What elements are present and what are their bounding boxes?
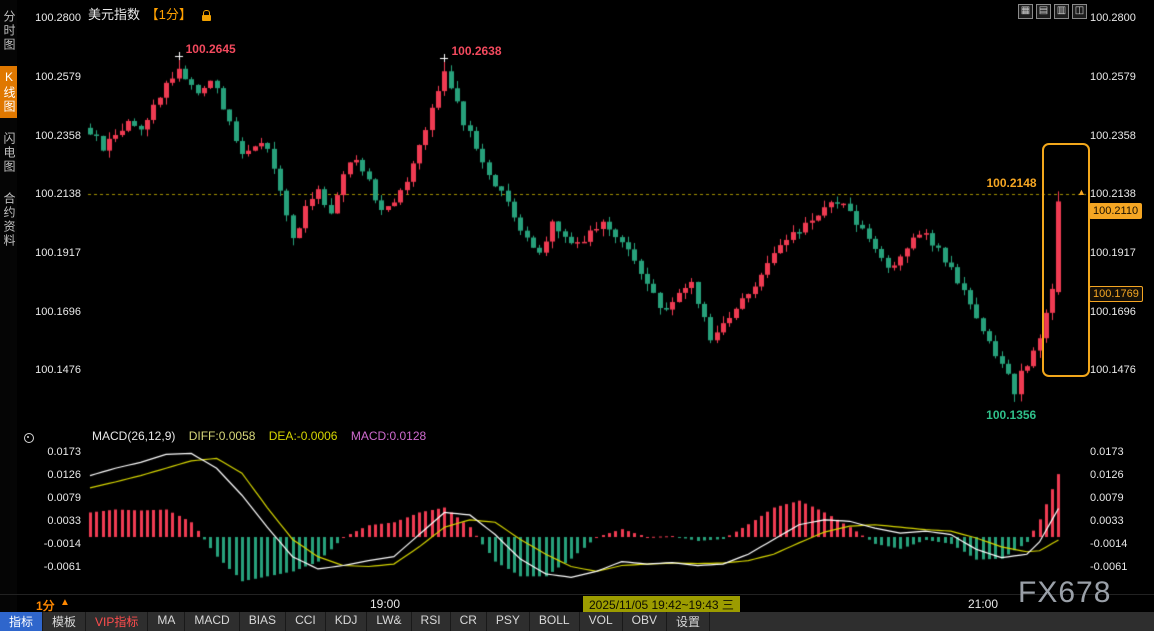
- open-price-tag: 100.1769: [1089, 286, 1143, 303]
- time-mark: 19:00: [370, 597, 401, 611]
- interval-selector[interactable]: 1分: [36, 599, 55, 613]
- macd-dea-value: DEA:-0.0006: [268, 429, 338, 443]
- macd-macd-value: MACD:0.0128: [350, 429, 427, 443]
- indicator-toolbar: 指标 模板 VIP指标 MA MACD BIAS CCI KDJ LW& RSI CR PSY BOLL…: [0, 612, 1154, 631]
- fx678-watermark: FX678: [1018, 576, 1112, 609]
- toolbar-tab-0[interactable]: 指标: [0, 612, 44, 631]
- annotation-peak2-price: 100.2638: [451, 44, 502, 59]
- annotation-session-high-price: 100.2148: [986, 176, 1037, 190]
- last-price-tag: 100.2110: [1089, 203, 1143, 220]
- left-tab-strip: 分时图 K线图 闪电图 合约资料: [0, 0, 17, 631]
- chart-header: 美元指数 【1分】: [88, 4, 211, 23]
- toolbar-tab-15[interactable]: 设置: [667, 612, 710, 631]
- interval-tag: 【1分】: [145, 7, 192, 22]
- recent-candles-highlight-box: [1041, 142, 1090, 377]
- toolbar-tab-9[interactable]: RSI: [412, 612, 451, 631]
- toolbar-tab-3[interactable]: MA: [148, 612, 186, 631]
- window-layout-icons: ▦ ▤ ▥ ◫: [1018, 4, 1087, 19]
- macd-params-label: MACD(26,12,9): [92, 429, 176, 443]
- annotation-peak1-price: 100.2645: [185, 42, 236, 57]
- toolbar-tab-14[interactable]: OBV: [623, 612, 667, 631]
- toolbar-tab-11[interactable]: PSY: [487, 612, 530, 631]
- toolbar-tab-4[interactable]: MACD: [185, 612, 240, 631]
- lock-icon[interactable]: [201, 10, 211, 22]
- sidebar-item-flash-chart[interactable]: 闪电图: [2, 132, 16, 174]
- toolbar-tab-6[interactable]: CCI: [286, 612, 326, 631]
- toolbar-tab-12[interactable]: BOLL: [530, 612, 580, 631]
- layout-grid-icon[interactable]: ▦: [1018, 4, 1033, 19]
- macd-diff-value: DIFF:0.0058: [188, 429, 256, 443]
- toolbar-tab-10[interactable]: CR: [451, 612, 487, 631]
- interval-up-arrow-icon[interactable]: ▲: [60, 597, 70, 608]
- layout-rows-icon[interactable]: ▤: [1036, 4, 1051, 19]
- macd-header: MACD(26,12,9) DIFF:0.0058 DEA:-0.0006 MA…: [92, 429, 436, 443]
- toolbar-tab-7[interactable]: KDJ: [326, 612, 368, 631]
- price-up-arrow-icon: ▲: [1077, 187, 1086, 197]
- time-mark: 21:00: [968, 597, 999, 611]
- toolbar-tab-1[interactable]: 模板: [43, 612, 87, 631]
- toolbar-tab-8[interactable]: LW&: [367, 612, 412, 631]
- crosshair-time-box: 2025/11/05 19:42~19:43 三: [583, 596, 740, 613]
- time-axis-row: 1分 ▲ 19:00 2025/11/05 19:42~19:43 三 21:0…: [0, 594, 1154, 613]
- toolbar-tab-5[interactable]: BIAS: [240, 612, 287, 631]
- sidebar-item-time-chart[interactable]: 分时图: [2, 10, 16, 52]
- indicator-collapse-icon[interactable]: [24, 433, 34, 443]
- symbol-title: 美元指数: [88, 7, 141, 22]
- layout-columns-icon[interactable]: ▥: [1054, 4, 1069, 19]
- toolbar-tab-2[interactable]: VIP指标: [86, 612, 149, 631]
- sidebar-item-kline-chart[interactable]: K线图: [0, 66, 17, 118]
- layout-split-icon[interactable]: ◫: [1072, 4, 1087, 19]
- toolbar-tab-13[interactable]: VOL: [580, 612, 623, 631]
- sidebar-item-contract-info[interactable]: 合约资料: [2, 192, 16, 248]
- annotation-low-price: 100.1356: [986, 407, 1037, 422]
